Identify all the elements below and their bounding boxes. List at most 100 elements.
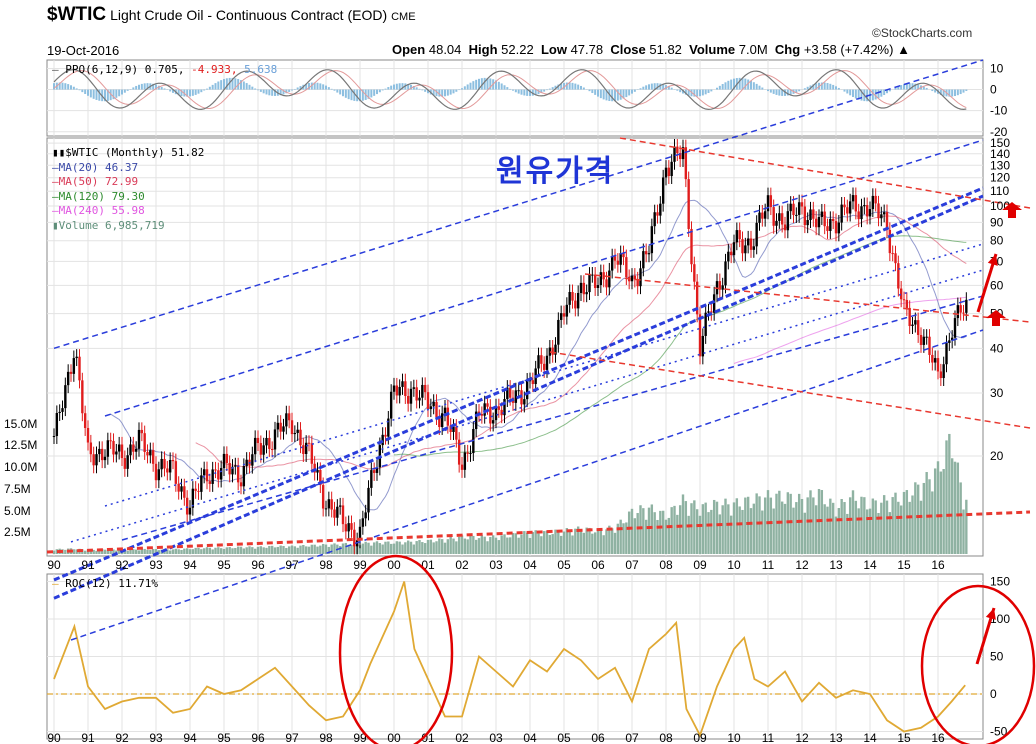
ppo-histogram-bar xyxy=(200,89,203,93)
roc-legend-marker: — xyxy=(52,577,59,590)
candle-up xyxy=(191,488,195,508)
roc-xtick-label: 96 xyxy=(251,731,265,744)
candle-up xyxy=(653,212,656,227)
candle-down xyxy=(228,462,231,475)
ppo-histogram-bar xyxy=(925,88,928,90)
roc-xtick-label: 08 xyxy=(659,731,673,744)
volume-bar xyxy=(333,543,336,554)
candle-up xyxy=(664,167,668,178)
price-xtick-label: 09 xyxy=(693,558,707,572)
volume-bar xyxy=(98,549,101,554)
chart-title: $WTIC Light Crude Oil - Continuous Contra… xyxy=(47,4,416,26)
volume-bar xyxy=(894,492,897,554)
volume-bar xyxy=(585,527,588,554)
ppo-histogram-bar xyxy=(846,89,849,94)
volume-ytick-label: 2.5M xyxy=(4,525,31,539)
ppo-histogram-bar xyxy=(761,87,764,90)
volume-bar xyxy=(151,549,155,554)
chg-value: +3.58 (+7.42%) xyxy=(803,42,894,57)
candle-up xyxy=(222,453,226,469)
ppo-histogram-bar xyxy=(835,86,837,90)
candle-down xyxy=(217,470,220,480)
volume-bar xyxy=(174,548,178,554)
ppo-histogram-bar xyxy=(395,83,398,90)
price-xtick-label: 05 xyxy=(557,558,571,572)
ppo-histogram-bar xyxy=(203,89,206,91)
candle-down xyxy=(500,409,503,416)
volume-bar xyxy=(460,535,464,554)
candle-down xyxy=(480,414,484,416)
ppo-histogram-bar xyxy=(803,88,806,90)
blue-trend-line xyxy=(70,329,984,641)
volume-bar xyxy=(622,523,625,554)
volume-bar xyxy=(404,542,407,554)
volume-bar xyxy=(596,528,600,554)
ma50-legend-item: —MA(50) 72.99 xyxy=(52,175,139,188)
candle-up xyxy=(554,344,557,355)
ppo-histogram-bar xyxy=(829,83,832,90)
price-ytick-label: 90 xyxy=(990,215,1004,229)
price-xtick-label: 14 xyxy=(863,558,877,572)
ppo-histogram-bar xyxy=(288,89,291,92)
volume-bar xyxy=(316,546,319,554)
ppo-histogram-bar xyxy=(888,89,891,92)
ppo-histogram-bar xyxy=(469,82,472,90)
volume-bar xyxy=(103,549,107,554)
volume-bar xyxy=(942,469,945,554)
volume-bar xyxy=(772,508,775,554)
candle-down xyxy=(857,211,860,220)
red-trend-line xyxy=(549,351,1031,429)
candle-up xyxy=(752,246,756,250)
chg-label: Chg xyxy=(774,42,801,57)
volume-bar xyxy=(358,545,362,554)
volume-bar xyxy=(500,535,503,554)
candle-up xyxy=(115,451,118,455)
volume-bar xyxy=(610,528,614,554)
candle-up xyxy=(840,204,843,223)
ma20-legend-item: —MA(20) 46.37 xyxy=(52,160,139,174)
ppo-histogram-bar xyxy=(954,89,956,97)
candle-up xyxy=(338,505,342,507)
ppo-histogram-bar xyxy=(503,85,506,90)
blue-trend-line xyxy=(70,269,984,543)
candle-up xyxy=(851,195,855,202)
ppo-histogram-bar xyxy=(639,88,642,90)
candle-down xyxy=(698,314,702,357)
candle-up xyxy=(242,465,246,487)
candle-up xyxy=(211,469,214,484)
ppo-histogram-bar xyxy=(755,83,758,90)
ma120-legend-item: —MA(120) 79.30 xyxy=(52,189,145,203)
red-trend-line xyxy=(46,510,1031,554)
candle-up xyxy=(559,313,563,320)
volume-bar xyxy=(265,547,268,554)
volume-bar xyxy=(814,505,818,554)
ppo-histogram-bar xyxy=(738,77,741,90)
ppo-histogram-bar xyxy=(903,84,905,90)
volume-ytick-label: 10.0M xyxy=(4,460,37,474)
volume-bar xyxy=(494,537,498,554)
ppo-histogram-bar xyxy=(571,82,574,90)
volume-bar xyxy=(758,496,761,554)
ppo-histogram-bar xyxy=(931,89,934,92)
candle-down xyxy=(741,239,744,254)
candle-up xyxy=(412,387,416,389)
price-xtick-label: 02 xyxy=(455,558,469,572)
ppo-histogram-bar xyxy=(370,89,373,98)
candle-down xyxy=(551,347,554,355)
volume-bar xyxy=(902,491,906,554)
candle-up xyxy=(149,450,152,456)
ppo-histogram-bar xyxy=(718,85,721,90)
candle-up xyxy=(432,401,435,407)
candle-up xyxy=(922,336,926,345)
volume-bar xyxy=(865,509,869,554)
ppo-histogram-bar xyxy=(905,83,908,90)
red-trend-line xyxy=(584,273,1031,323)
volume-bar xyxy=(667,517,671,554)
volume-bar xyxy=(392,543,396,554)
ppo-histogram-bar xyxy=(716,87,718,90)
ppo-histogram-bar xyxy=(217,81,220,90)
ppo-histogram-bar xyxy=(418,88,421,90)
ppo-histogram-bar xyxy=(446,89,449,96)
ppo-histogram-bar xyxy=(526,89,529,96)
volume-bar xyxy=(829,498,832,554)
